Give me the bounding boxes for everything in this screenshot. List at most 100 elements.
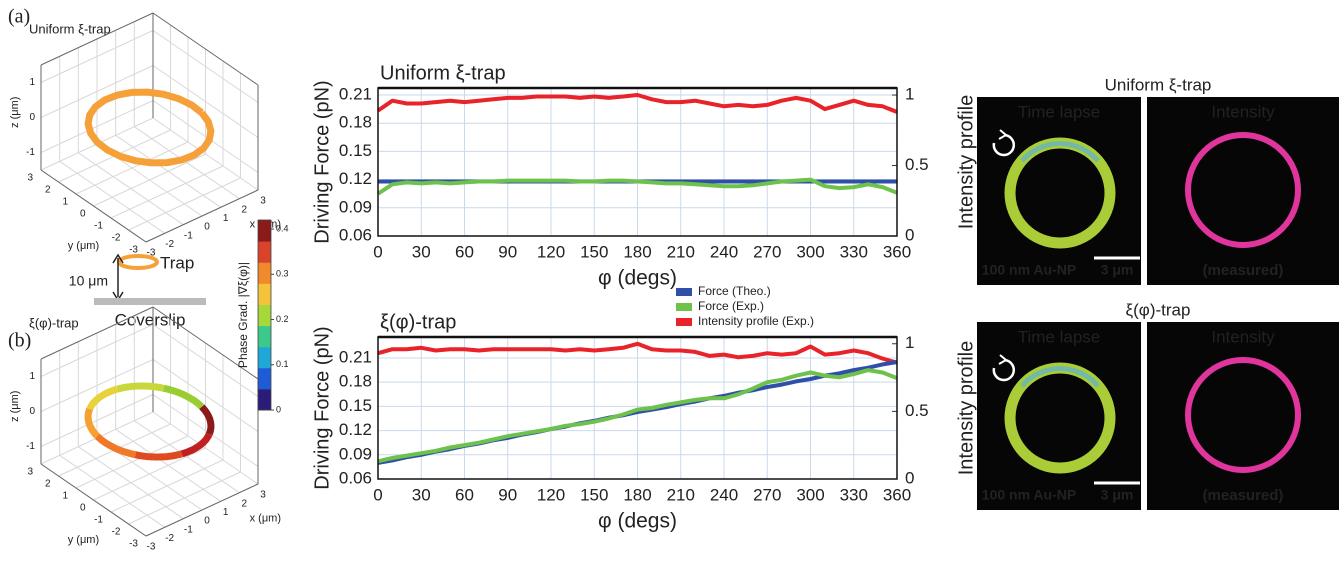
z-tick-label: 1 bbox=[29, 371, 35, 382]
grid-line bbox=[152, 394, 259, 467]
z-tick-label: -1 bbox=[26, 147, 35, 158]
y-tick-label: -2 bbox=[112, 233, 121, 244]
x-tick-label: 3 bbox=[260, 490, 266, 501]
x-tick-label: -3 bbox=[147, 542, 156, 553]
grid-line bbox=[128, 471, 241, 525]
rotation-arrow bbox=[998, 129, 1008, 140]
x-axis-label: x (μm) bbox=[250, 512, 281, 524]
image-note: (measured) bbox=[1203, 487, 1284, 504]
z-tick-label: 0 bbox=[29, 112, 35, 123]
data-line bbox=[377, 341, 898, 365]
colorbar-tick-label: 0.3 bbox=[276, 269, 289, 279]
image-title: ξ(φ)-trap bbox=[1126, 300, 1191, 319]
image-frame bbox=[1147, 97, 1339, 285]
axis-edge bbox=[145, 189, 259, 243]
x-tick-label: 330 bbox=[840, 485, 868, 504]
grid-line bbox=[152, 359, 259, 432]
chart-title: ξ(φ)-trap bbox=[380, 311, 456, 333]
trap-ring bbox=[116, 382, 165, 393]
x-tick-label: 1 bbox=[223, 507, 229, 518]
trap-ring bbox=[84, 88, 215, 167]
colorbar-label: Phase Grad. |∇ξ(φ)| bbox=[236, 262, 250, 368]
x-tick-label: -2 bbox=[165, 533, 174, 544]
y-tick-label: 0.12 bbox=[339, 420, 372, 439]
colorbar-cell bbox=[258, 241, 271, 263]
rotation-icon bbox=[992, 358, 1016, 382]
colorbar-cell bbox=[258, 304, 271, 327]
x-axis-label: φ (degs) bbox=[598, 510, 677, 533]
axis-edge bbox=[152, 306, 259, 380]
plot-title: ξ(φ)-trap bbox=[29, 315, 79, 330]
image-label: Time lapse bbox=[1018, 102, 1101, 121]
x-tick-label: 180 bbox=[623, 242, 651, 261]
y-axis-label: y (μm) bbox=[68, 240, 99, 252]
x-tick-label: 180 bbox=[623, 485, 651, 504]
y-tick-label: 0.15 bbox=[339, 141, 372, 160]
coverslip-label: Coverslip bbox=[115, 310, 186, 329]
colorbar-cell bbox=[258, 220, 271, 242]
x-tick-label: 30 bbox=[412, 242, 431, 261]
y-tick-label: 0.18 bbox=[339, 113, 372, 132]
grid-line bbox=[152, 65, 259, 138]
x-tick-label: 240 bbox=[710, 242, 738, 261]
image-label: Intensity bbox=[1211, 102, 1275, 121]
y-tick-label: 0.06 bbox=[339, 468, 372, 487]
z-tick-label: 1 bbox=[29, 77, 35, 88]
y-tick-label: 0.06 bbox=[339, 225, 372, 244]
x-tick-label: 360 bbox=[883, 242, 911, 261]
x-tick-label: 270 bbox=[753, 485, 781, 504]
y-tick-label: 2 bbox=[45, 185, 51, 196]
scale-label: 3 μm bbox=[1101, 262, 1134, 278]
axis-edge bbox=[152, 12, 259, 86]
data-line bbox=[376, 177, 898, 196]
rotation-arrow bbox=[998, 354, 1008, 365]
y-tick-label: -3 bbox=[129, 245, 138, 256]
x-tick-label: 0 bbox=[373, 242, 382, 261]
trap-ring bbox=[84, 407, 100, 439]
grid-line bbox=[110, 459, 224, 513]
trap-ring bbox=[86, 385, 119, 411]
intensity-ring bbox=[1185, 357, 1301, 473]
grid-line bbox=[75, 435, 189, 489]
y2-tick-label: 1 bbox=[905, 85, 914, 104]
grid-line bbox=[110, 165, 224, 219]
particle-track-tint bbox=[1020, 141, 1100, 163]
z-axis-label: z (μm) bbox=[9, 97, 21, 128]
legend-swatch bbox=[676, 303, 692, 311]
image-frame bbox=[1147, 322, 1339, 510]
particle-label: 100 nm Au-NP bbox=[982, 487, 1076, 503]
y2-tick-label: 0 bbox=[905, 468, 914, 487]
y-axis-label: Driving Force (pN) bbox=[311, 80, 333, 243]
image-note: (measured) bbox=[1203, 262, 1284, 279]
trap-label: Trap bbox=[160, 253, 194, 272]
axis-edge bbox=[40, 463, 147, 537]
axis-edge bbox=[40, 12, 154, 66]
grid-line bbox=[152, 100, 259, 173]
x-tick-label: 210 bbox=[667, 485, 695, 504]
plot-title: Uniform ξ-trap bbox=[29, 21, 111, 36]
x-tick-label: 2 bbox=[242, 498, 248, 509]
trap-ring bbox=[180, 432, 213, 458]
y-tick-label: 0 bbox=[80, 209, 86, 220]
y-tick-label: 0.21 bbox=[339, 347, 372, 366]
x-tick-label: 90 bbox=[498, 485, 517, 504]
x-tick-label: -2 bbox=[165, 239, 174, 250]
distance-label: 10 μm bbox=[69, 273, 108, 289]
grid-line bbox=[40, 359, 154, 412]
trap-ring bbox=[94, 433, 137, 459]
y-tick-label: 3 bbox=[27, 467, 33, 478]
x-tick-label: -1 bbox=[184, 524, 193, 535]
grid-line bbox=[75, 141, 189, 195]
y-tick-label: 1 bbox=[62, 197, 68, 208]
coverslip bbox=[94, 298, 206, 305]
y-tick-label: 0.09 bbox=[339, 444, 372, 463]
panel-label: (b) bbox=[8, 330, 31, 352]
x-tick-label: -1 bbox=[184, 230, 193, 241]
intensity-ring bbox=[1185, 132, 1301, 248]
panel-label: (a) bbox=[8, 6, 30, 28]
y-tick-label: -2 bbox=[112, 527, 121, 538]
colorbar-cell bbox=[258, 388, 271, 411]
grid-line bbox=[152, 30, 259, 103]
